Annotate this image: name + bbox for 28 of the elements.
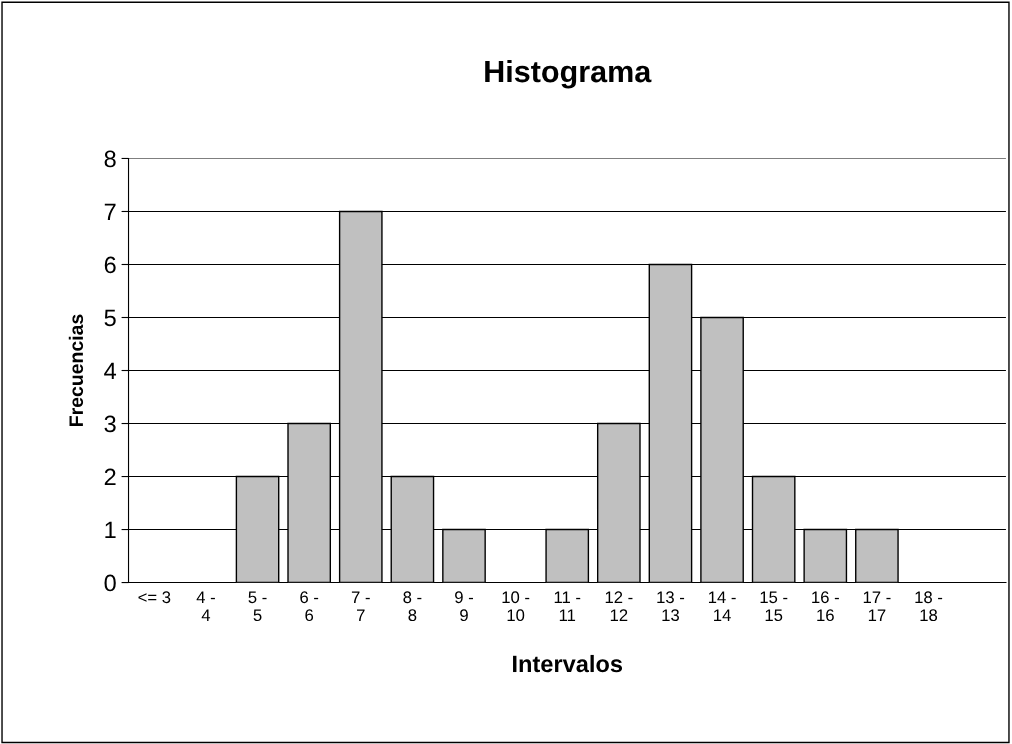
y-tick-label: 4 bbox=[104, 362, 117, 380]
y-tick-label: 7 bbox=[104, 203, 116, 221]
x-tick-label: 7 - 7 bbox=[351, 591, 370, 621]
y-tick-label: 8 bbox=[104, 150, 116, 168]
x-tick-label: 13 - 13 bbox=[657, 591, 685, 622]
x-tick-label: 4 - 4 bbox=[196, 591, 215, 621]
x-tick-label: <= 3 bbox=[138, 591, 171, 604]
y-tick-label: 2 bbox=[104, 468, 116, 486]
x-axis-title: Intervalos bbox=[513, 654, 623, 673]
x-tick-label: 11 - 11 bbox=[554, 591, 581, 621]
x-tick-label: 17 - 17 bbox=[863, 591, 891, 621]
y-tick-label: 5 bbox=[104, 309, 116, 327]
y-tick-label: 3 bbox=[104, 415, 116, 433]
x-tick-label: 10 - 10 bbox=[502, 591, 530, 622]
y-axis-title: Frecuencias bbox=[68, 314, 84, 426]
y-tick-label: 6 bbox=[104, 256, 116, 274]
x-tick-label: 18 - 18 bbox=[915, 591, 943, 622]
x-tick-label: 15 - 15 bbox=[760, 591, 788, 622]
chart-title: Histograma bbox=[485, 59, 652, 89]
x-tick-label: 6 - 6 bbox=[300, 591, 319, 622]
x-tick-label: 16 - 16 bbox=[812, 591, 839, 622]
x-tick-label: 14 - 14 bbox=[708, 591, 736, 621]
x-tick-label: 5 - 5 bbox=[248, 591, 267, 622]
x-tick-label: 9 - 9 bbox=[455, 591, 473, 622]
y-tick-label: 0 bbox=[104, 574, 116, 592]
x-tick-label: 8 - 8 bbox=[403, 591, 422, 622]
x-tick-label: 12 - 12 bbox=[605, 591, 633, 621]
y-tick-label: 1 bbox=[105, 521, 116, 539]
